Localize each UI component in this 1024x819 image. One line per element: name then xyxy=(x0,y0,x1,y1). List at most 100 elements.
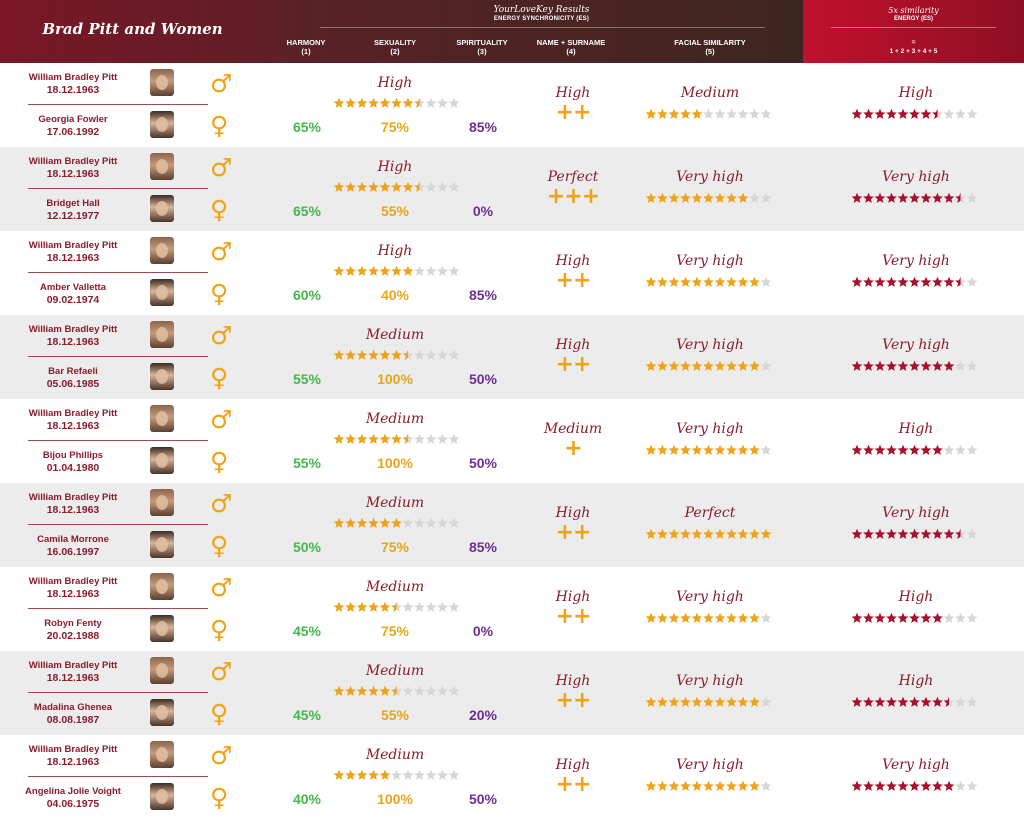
energy-rating-stars xyxy=(333,97,463,109)
star-filled-icon xyxy=(874,528,886,539)
star-empty-icon xyxy=(749,192,760,203)
energy-level: Medium xyxy=(365,327,425,343)
star-filled-icon xyxy=(726,612,737,623)
woman-info: Bridget Hall 12.12.1977 xyxy=(8,197,138,223)
woman-avatar xyxy=(150,195,174,222)
man-name: William Bradley Pitt xyxy=(28,240,118,251)
star-filled-icon xyxy=(391,433,402,444)
spirituality-percent: 0% xyxy=(472,623,494,639)
woman-name: Bridget Hall xyxy=(46,198,100,209)
star-filled-icon xyxy=(886,276,897,287)
star-filled-icon xyxy=(714,612,726,623)
spirituality-percent: 85% xyxy=(468,539,498,555)
star-filled-icon xyxy=(909,360,920,371)
star-filled-icon xyxy=(737,360,749,371)
star-filled-icon xyxy=(703,276,714,287)
woman-info: Madalina Ghenea 08.08.1987 xyxy=(8,701,138,727)
name-surname-plus-rating: ++ xyxy=(555,604,592,629)
star-filled-icon xyxy=(680,276,691,287)
star-filled-icon xyxy=(714,276,726,287)
woman-name: Bijou Phillips xyxy=(42,450,104,461)
star-filled-icon xyxy=(714,444,726,455)
female-symbol-icon: ♀ xyxy=(210,615,229,644)
woman-info: Amber Valletta 09.02.1974 xyxy=(8,281,138,307)
name-surname-plus-rating: ++ xyxy=(555,352,592,377)
star-filled-icon xyxy=(391,265,402,276)
facial-similarity-level: Very high xyxy=(676,169,744,185)
similarity-title: 5x similarity xyxy=(888,6,939,15)
star-filled-icon xyxy=(932,276,943,287)
star-filled-icon xyxy=(714,780,726,791)
star-rating-svg xyxy=(645,696,772,707)
sexuality-percent: 55% xyxy=(380,203,410,219)
result-row: William Bradley Pitt 18.12.1963 ♂ Madali… xyxy=(0,651,1024,735)
star-filled-icon xyxy=(851,192,863,203)
star-filled-icon xyxy=(749,696,760,707)
total-similarity-stars xyxy=(851,108,981,120)
man-birthdate: 18.12.1963 xyxy=(46,84,100,96)
star-filled-icon xyxy=(368,97,379,108)
star-filled-icon xyxy=(333,181,345,192)
star-filled-icon xyxy=(356,265,368,276)
star-empty-icon xyxy=(391,769,402,780)
energy-level: Medium xyxy=(365,411,425,427)
star-empty-icon xyxy=(966,696,978,707)
woman-name: Georgia Fowler xyxy=(38,114,108,125)
star-filled-icon xyxy=(703,696,714,707)
star-filled-icon xyxy=(668,780,680,791)
star-filled-icon xyxy=(943,528,955,539)
star-empty-icon xyxy=(414,433,425,444)
harmony-percent: 55% xyxy=(292,455,322,471)
star-empty-icon xyxy=(760,612,772,623)
facial-similarity-stars xyxy=(645,696,775,708)
star-rating-svg xyxy=(645,444,772,455)
result-row: William Bradley Pitt 18.12.1963 ♂ Bridge… xyxy=(0,147,1024,231)
male-symbol-icon: ♂ xyxy=(210,321,233,350)
star-filled-icon xyxy=(863,276,874,287)
star-empty-icon xyxy=(966,528,978,539)
star-filled-icon xyxy=(737,444,749,455)
star-filled-icon xyxy=(356,181,368,192)
woman-birthdate: 17.06.1992 xyxy=(46,126,100,138)
star-empty-icon xyxy=(448,433,460,444)
facial-similarity-level: Medium xyxy=(680,85,740,101)
woman-name: Angelina Jolie Voight xyxy=(25,786,121,797)
star-empty-icon xyxy=(966,192,978,203)
star-empty-icon xyxy=(448,97,460,108)
man-birthdate: 18.12.1963 xyxy=(46,336,100,348)
star-empty-icon xyxy=(966,780,978,791)
star-filled-icon xyxy=(391,601,397,612)
star-filled-icon xyxy=(345,601,356,612)
total-similarity-stars xyxy=(851,192,981,204)
woman-birthdate: 01.04.1980 xyxy=(46,462,100,474)
man-birthdate: 18.12.1963 xyxy=(46,504,100,516)
star-empty-icon xyxy=(760,696,772,707)
star-filled-icon xyxy=(368,181,379,192)
man-avatar xyxy=(150,573,174,600)
star-filled-icon xyxy=(955,276,961,287)
woman-info: Georgia Fowler 17.06.1992 xyxy=(8,113,138,139)
star-filled-icon xyxy=(920,528,932,539)
star-filled-icon xyxy=(874,276,886,287)
star-filled-icon xyxy=(402,265,414,276)
star-filled-icon xyxy=(645,528,657,539)
energy-level: High xyxy=(377,75,413,91)
sexuality-percent: 100% xyxy=(377,455,413,471)
star-filled-icon xyxy=(333,433,345,444)
star-filled-icon xyxy=(909,276,920,287)
star-filled-icon xyxy=(691,612,703,623)
name-surname-level: High xyxy=(555,505,591,521)
star-filled-icon xyxy=(863,696,874,707)
sexuality-percent: 55% xyxy=(380,707,410,723)
man-name: William Bradley Pitt xyxy=(28,660,118,671)
star-filled-icon xyxy=(851,108,863,119)
row-divider xyxy=(28,272,208,273)
name-surname-level: High xyxy=(555,253,591,269)
star-filled-icon xyxy=(645,360,657,371)
column-number: (3) xyxy=(477,47,487,56)
man-avatar xyxy=(150,489,174,516)
star-filled-icon xyxy=(874,780,886,791)
name-surname-level: High xyxy=(555,337,591,353)
energy-level: High xyxy=(377,243,413,259)
column-label: SPIRITUALITY xyxy=(456,38,508,47)
